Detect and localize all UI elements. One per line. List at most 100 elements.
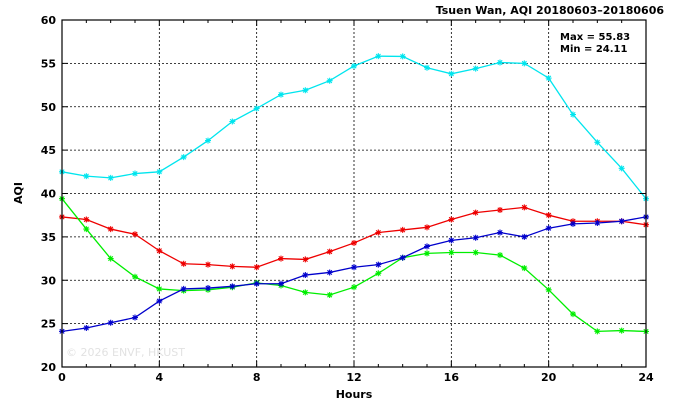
data-point-marker [351,284,357,291]
data-point-marker [545,212,552,219]
data-point-marker [351,62,357,69]
data-point-marker [545,225,552,232]
data-point-marker [180,154,187,161]
data-point-marker [448,237,455,244]
data-point-marker [326,248,333,255]
data-point-marker [497,59,503,66]
x-tick-label: 0 [58,371,66,384]
data-point-marker [83,173,90,180]
data-point-marker [229,263,236,270]
data-point-marker [132,273,138,280]
data-point-marker [399,226,406,233]
data-point-marker [83,226,90,233]
data-point-marker [448,216,455,223]
x-tick-label: 4 [156,371,164,384]
data-point-marker [521,233,528,240]
y-axis-label: AQI [12,182,25,204]
x-tick-label: 8 [253,371,261,384]
data-point-marker [375,229,382,236]
data-point-marker [570,311,576,318]
data-point-marker [618,327,625,334]
data-point-marker [472,249,479,256]
y-tick-label: 40 [41,188,57,201]
series-0 [59,53,649,202]
y-tick-label: 50 [41,101,57,114]
data-point-marker [497,252,503,259]
data-point-marker [229,283,236,290]
data-point-marker [399,53,406,60]
data-point-marker [424,224,430,231]
max-annotation: Max = 55.83 [560,32,630,43]
data-point-marker [253,280,260,287]
data-point-marker [180,260,187,267]
y-tick-label: 55 [41,57,56,70]
data-point-marker [107,226,114,233]
series-3 [59,213,649,335]
data-point-marker [375,270,382,277]
x-tick-label: 20 [541,371,557,384]
data-point-marker [545,75,552,82]
x-tick-label: 16 [444,371,460,384]
data-point-marker [375,261,382,268]
data-point-marker [205,137,211,144]
data-point-marker [472,209,479,216]
data-point-marker [326,269,333,276]
y-tick-label: 20 [41,361,57,374]
data-point-marker [156,168,163,175]
series-line [61,216,647,332]
data-point-marker [618,165,625,172]
data-point-marker [302,87,309,94]
data-point-marker [132,170,138,177]
data-point-marker [497,229,503,236]
data-point-marker [375,53,382,60]
data-point-marker [253,264,260,271]
data-point-marker [521,60,528,67]
data-point-marker [180,285,187,292]
data-point-marker [448,70,455,77]
x-tick-label: 12 [346,371,361,384]
data-point-marker [472,234,479,241]
min-annotation: Min = 24.11 [560,44,628,55]
data-point-marker [156,247,163,254]
data-point-marker [399,254,406,261]
data-point-marker [132,314,138,321]
data-point-marker [229,118,236,125]
y-tick-label: 35 [41,231,56,244]
data-point-marker [302,289,309,296]
x-tick-labels: 0 4 8 12 16 20 24 [58,371,654,384]
data-point-marker [497,206,503,213]
axis-ticks [61,19,647,368]
data-point-marker [326,291,333,298]
data-point-marker [205,285,211,292]
data-point-marker [132,231,138,238]
data-point-marker [253,105,260,112]
data-point-marker [107,319,114,326]
data-point-marker [351,239,357,246]
data-point-marker [521,204,528,211]
grid-lines [62,20,646,367]
data-point-marker [472,65,479,72]
data-point-marker [278,91,284,98]
data-point-marker [302,272,309,279]
data-point-marker [521,265,528,272]
data-point-marker [326,77,333,84]
data-point-marker [618,218,625,225]
data-point-marker [424,243,430,250]
data-point-marker [424,64,430,71]
data-point-marker [278,280,284,287]
y-tick-labels: 20 25 30 35 40 45 50 55 60 [41,14,57,374]
y-tick-label: 25 [41,318,56,331]
data-point-marker [83,216,90,223]
data-point-marker [545,286,552,293]
data-point-marker [302,256,309,263]
data-point-marker [205,261,211,268]
data-point-marker [594,219,601,226]
data-point-marker [570,220,576,227]
x-axis-label: Hours [336,388,373,401]
data-point-marker [278,255,284,262]
series-layer [59,53,649,335]
y-tick-label: 45 [41,144,56,157]
data-point-marker [594,328,601,335]
data-point-marker [156,285,163,292]
